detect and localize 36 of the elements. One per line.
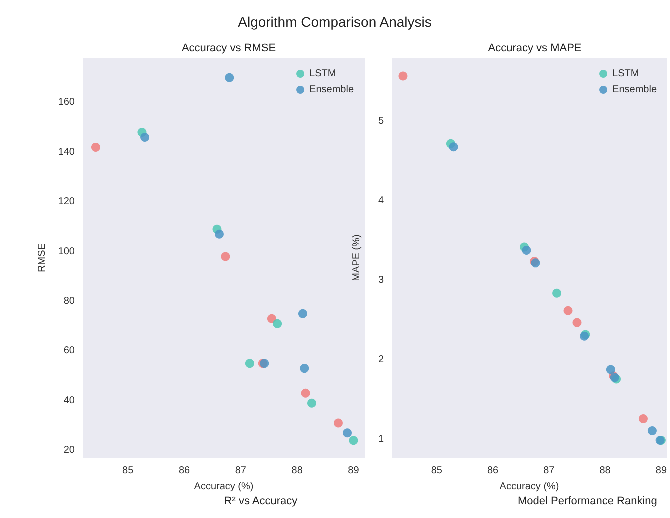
y-tick-label: 5	[378, 116, 384, 128]
legend-label: Ensemble	[310, 84, 354, 96]
y-tick-label: 40	[64, 395, 76, 406]
y-tick-label: 140	[58, 146, 76, 158]
chart-title: Algorithm Comparison Analysis	[237, 14, 433, 30]
y-tick-label: 2	[378, 354, 384, 366]
x-tick-label: 88	[292, 466, 304, 476]
y-tick-label: 100	[58, 246, 76, 258]
y-axis-title: MAPE (%)	[352, 234, 362, 282]
x-tick-label: 87	[235, 466, 247, 476]
x-tick-label: 86	[178, 466, 191, 476]
y-tick-label: 1	[378, 434, 384, 446]
legend-label: Ensemble	[612, 84, 658, 96]
x-axis-title: Accuracy (%)	[500, 482, 560, 492]
legend-label: LSTM	[612, 68, 640, 80]
x-tick-label: 87	[544, 466, 556, 476]
legend-label: LSTM	[310, 68, 336, 80]
y-tick-label: 4	[378, 196, 384, 207]
x-tick-label: 89	[348, 466, 360, 476]
x-tick-label: 88	[600, 466, 612, 476]
y-tick-label: 20	[64, 445, 76, 456]
x-tick-label: 86	[487, 466, 500, 476]
chart-subtitle: Accuracy vs RMSE	[182, 42, 276, 54]
y-tick-label: 120	[58, 196, 76, 208]
x-tick-label: 85	[431, 466, 443, 476]
x-tick-label: 89	[656, 466, 668, 476]
chart-subtitle: Accuracy vs MAPE	[488, 42, 582, 54]
x-tick-label: 85	[122, 466, 134, 476]
y-tick-label: 80	[64, 296, 76, 307]
y-tick-label: 60	[64, 346, 76, 357]
text: R² vs Accuracy	[224, 496, 298, 508]
y-tick-label: 160	[58, 97, 76, 108]
y-tick-label: 3	[378, 275, 384, 286]
text: Model Performance Ranking	[518, 496, 658, 508]
y-axis-title: RMSE	[36, 243, 48, 272]
x-axis-title: Accuracy (%)	[194, 482, 254, 492]
